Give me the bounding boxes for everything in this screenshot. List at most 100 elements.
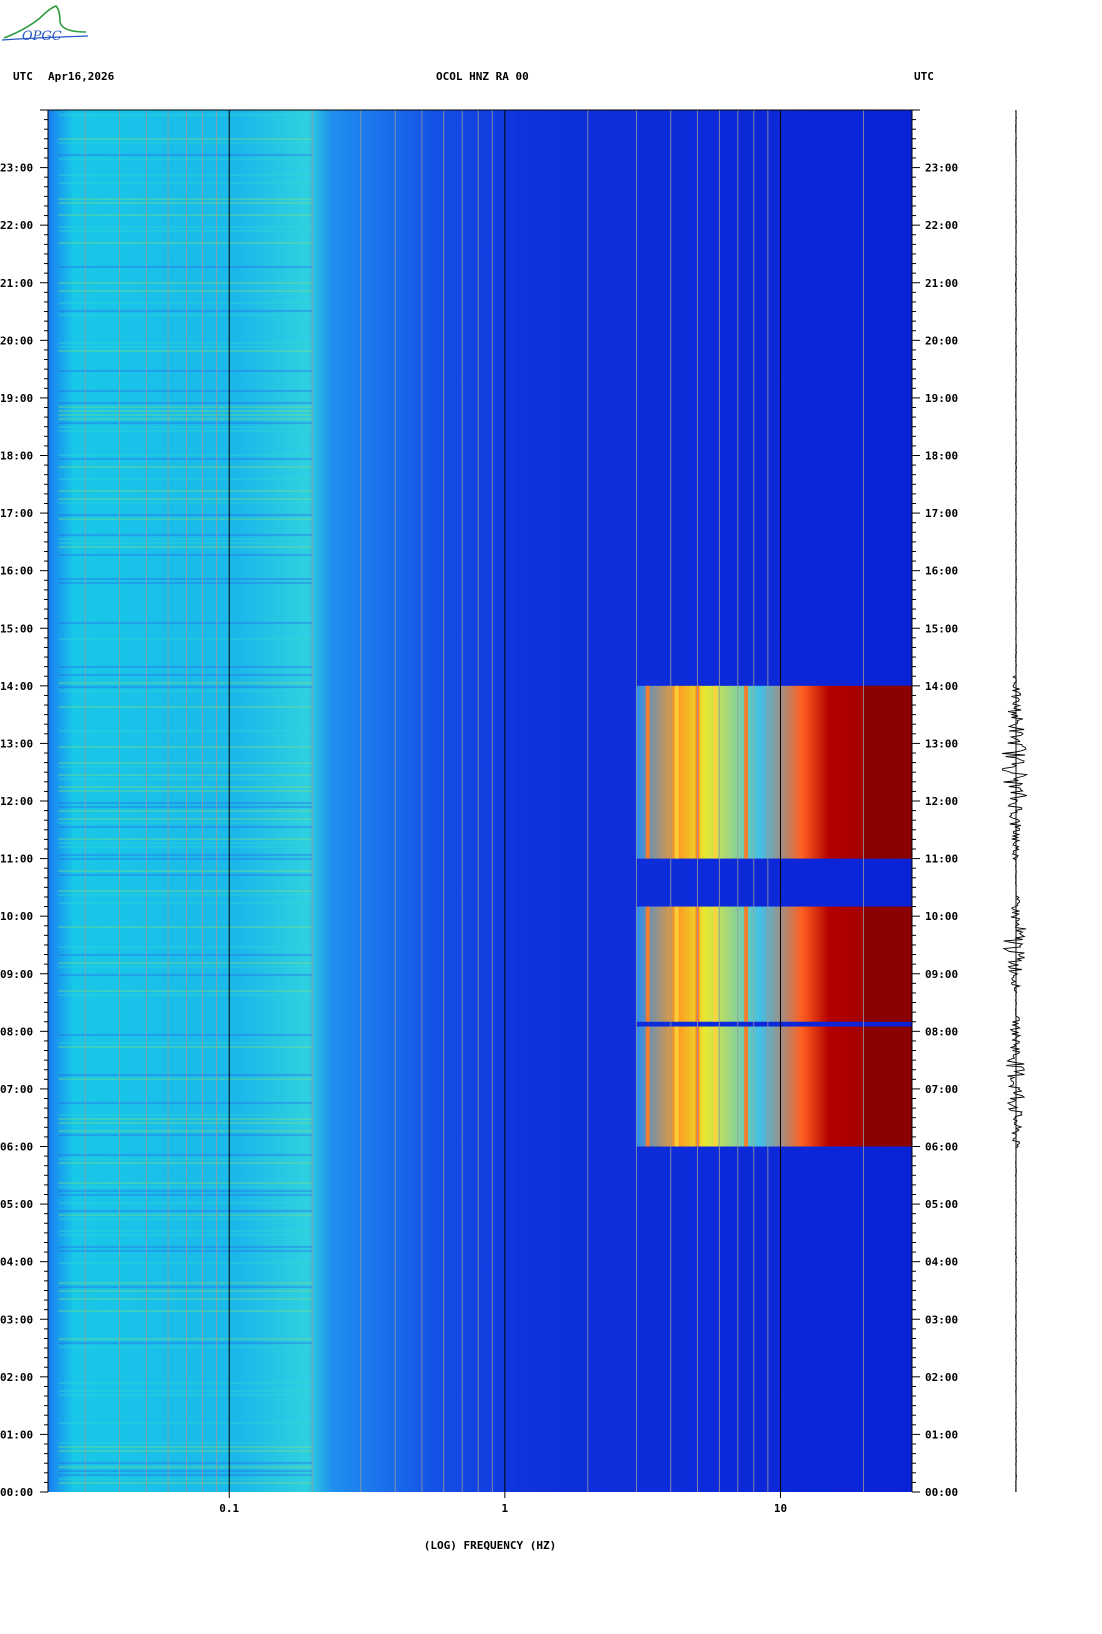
energy-band <box>674 1026 679 1147</box>
texture-band <box>58 774 313 776</box>
texture-band <box>58 1218 313 1220</box>
texture-band <box>58 514 313 516</box>
texture-band <box>58 1482 313 1484</box>
texture-band <box>58 302 313 304</box>
frequency-tick-label: 10 <box>774 1502 787 1515</box>
right-time-tick-label: 03:00 <box>925 1313 958 1326</box>
texture-band <box>58 854 313 856</box>
energy-band <box>713 685 718 859</box>
texture-band <box>58 502 313 504</box>
saturated-band <box>863 685 912 859</box>
texture-band <box>58 1158 313 1160</box>
texture-band <box>58 690 313 692</box>
texture-band <box>58 342 313 344</box>
left-time-tick-label: 14:00 <box>0 680 33 693</box>
texture-band <box>58 266 313 268</box>
texture-band <box>58 418 313 420</box>
left-time-tick-label: 02:00 <box>0 1371 33 1384</box>
left-time-tick-label: 11:00 <box>0 853 33 866</box>
texture-band <box>58 962 313 964</box>
texture-band <box>58 426 313 428</box>
texture-band <box>58 786 313 788</box>
texture-band <box>58 390 313 392</box>
left-timezone-label: UTC <box>13 70 33 83</box>
right-time-tick-label: 19:00 <box>925 392 958 405</box>
texture-band <box>58 1342 313 1344</box>
texture-band <box>58 1298 313 1300</box>
left-time-tick-label: 08:00 <box>0 1025 33 1038</box>
texture-band <box>58 1290 313 1292</box>
right-time-tick-label: 14:00 <box>925 680 958 693</box>
energy-band <box>645 1026 650 1147</box>
texture-band <box>58 554 313 556</box>
texture-band <box>58 490 313 492</box>
texture-band <box>58 478 313 480</box>
texture-band <box>58 454 313 456</box>
energy-band <box>744 906 749 1022</box>
texture-band <box>58 946 313 948</box>
right-time-tick-label: 06:00 <box>925 1141 958 1154</box>
left-time-tick-label: 00:00 <box>0 1486 33 1499</box>
station-label: OCOL HNZ RA 00 <box>436 70 529 83</box>
texture-band <box>58 1102 313 1104</box>
right-time-tick-label: 16:00 <box>925 565 958 578</box>
frequency-axis: 0.1 1 10 <box>219 1492 787 1515</box>
texture-band <box>58 158 313 160</box>
texture-band <box>58 230 313 232</box>
texture-band <box>58 546 313 548</box>
texture-band <box>58 1462 313 1464</box>
right-time-tick-label: 05:00 <box>925 1198 958 1211</box>
left-time-tick-label: 07:00 <box>0 1083 33 1096</box>
saturated-band <box>863 906 912 1022</box>
left-time-tick-label: 06:00 <box>0 1141 33 1154</box>
texture-band <box>58 874 313 876</box>
left-time-tick-label: 21:00 <box>0 277 33 290</box>
right-time-tick-label: 09:00 <box>925 968 958 981</box>
texture-band <box>58 538 313 540</box>
texture-band <box>58 282 313 284</box>
texture-band <box>58 142 313 144</box>
texture-band <box>58 826 313 828</box>
right-time-tick-label: 15:00 <box>925 622 958 635</box>
texture-band <box>58 226 313 228</box>
right-time-tick-label: 22:00 <box>925 219 958 232</box>
texture-band <box>58 1130 313 1132</box>
texture-band <box>58 746 313 748</box>
texture-band <box>58 582 313 584</box>
texture-band <box>58 1074 313 1076</box>
frequency-tick-label: 1 <box>502 1502 509 1515</box>
texture-band <box>58 1078 313 1080</box>
texture-band <box>58 1474 313 1476</box>
texture-band <box>58 638 313 640</box>
left-time-tick-label: 22:00 <box>0 219 33 232</box>
frequency-tick-label: 0.1 <box>219 1502 239 1515</box>
right-time-tick-label: 18:00 <box>925 450 958 463</box>
texture-band <box>58 1282 313 1284</box>
texture-band <box>58 1114 313 1116</box>
texture-band <box>58 1042 313 1044</box>
texture-band <box>58 822 313 824</box>
energy-band <box>645 685 650 859</box>
frequency-gridlines <box>48 109 913 1492</box>
texture-band <box>58 1478 313 1480</box>
texture-band <box>58 1394 313 1396</box>
texture-band <box>58 402 313 404</box>
right-timezone-label: UTC <box>914 70 934 83</box>
texture-band <box>58 1338 313 1340</box>
texture-band <box>58 622 313 624</box>
texture-band <box>58 870 313 872</box>
texture-band <box>58 410 313 412</box>
time-axis: 00:00 00:00 01:00 01:00 02:00 02:00 03:00 03:00… <box>0 109 958 1499</box>
right-time-tick-label: 01:00 <box>925 1428 958 1441</box>
texture-band <box>58 1446 313 1448</box>
texture-band <box>58 1346 313 1348</box>
right-time-tick-label: 08:00 <box>925 1025 958 1038</box>
texture-band <box>58 1422 313 1424</box>
seismogram-waveform <box>1001 109 1029 1492</box>
texture-band <box>58 954 313 956</box>
texture-band <box>58 290 313 292</box>
texture-band <box>58 370 313 372</box>
texture-band <box>58 858 313 860</box>
texture-band <box>58 1442 313 1444</box>
